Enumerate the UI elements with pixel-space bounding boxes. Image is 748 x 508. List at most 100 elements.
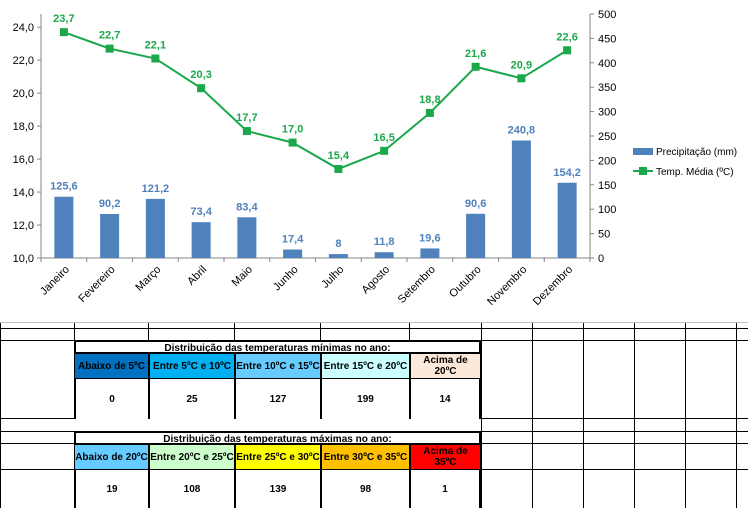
- legend-temp-label: Temp. Média (ºC): [656, 167, 734, 178]
- grid-col-line: [685, 323, 686, 508]
- temp-line: [63, 31, 568, 171]
- x-axis-category-label: Setembro: [396, 264, 438, 306]
- legend-precip-label: Precipitação (mm): [656, 147, 737, 158]
- x-axis-category-label: Julho: [319, 264, 346, 291]
- max-val-5: 1: [410, 470, 481, 508]
- temp-point-label: 15,4: [328, 150, 350, 162]
- temp-point: [517, 74, 526, 83]
- min-table-title: Distribuição das temperaturas mínimas no…: [74, 340, 481, 354]
- min-cat-1: Abaixo de 5ºC: [74, 353, 149, 379]
- left-axis-tick-label: 20,0: [13, 88, 34, 100]
- grid-col-line: [481, 323, 482, 508]
- temp-point: [59, 28, 68, 37]
- max-val-4: 98: [321, 470, 410, 508]
- x-axis-category-label: Dezembro: [531, 264, 575, 308]
- grid-col-line: [409, 323, 410, 340]
- max-val-1: 19: [74, 470, 149, 508]
- temp-point: [471, 62, 480, 71]
- min-val-1: 0: [74, 379, 149, 419]
- precip-bar: [374, 252, 394, 258]
- x-axis-category-label: Outubro: [447, 264, 484, 301]
- temp-point: [288, 138, 297, 147]
- max-temp-table: Distribuição das temperaturas máximas no…: [74, 431, 481, 508]
- precip-bar: [100, 213, 120, 258]
- max-val-2: 108: [149, 470, 235, 508]
- precip-bar-label: 83,4: [236, 201, 258, 213]
- right-axis-tick-label: 250: [598, 131, 616, 143]
- climate-chart: 10,0 12,0 14,0 16,0 18,0 20,0 22,0 24,0 0 50 100 15…: [0, 9, 748, 323]
- temp-point-label: 16,5: [373, 132, 394, 144]
- x-axis-category-label: Março: [133, 264, 163, 294]
- x-axis-category-label: Janeiro: [38, 264, 72, 298]
- max-table-title: Distribuição das temperaturas máximas no…: [74, 431, 481, 445]
- grid-col-line: [583, 323, 584, 508]
- right-axis-tick-label: 150: [598, 180, 616, 192]
- grid-col-line: [532, 323, 533, 508]
- temp-point: [105, 44, 114, 53]
- max-cat-3: Entre 25ºC e 30ºC: [235, 444, 321, 470]
- precip-bar-label: 121,2: [142, 183, 170, 195]
- temp-point: [425, 108, 434, 117]
- temp-point: [151, 54, 160, 63]
- precip-bar-label: 73,4: [190, 206, 212, 218]
- precip-bar: [54, 196, 74, 258]
- precip-bar-label: 17,4: [282, 234, 304, 246]
- precip-bar: [145, 198, 165, 258]
- temp-point-label: 17,7: [236, 112, 257, 124]
- temp-point-label: 21,6: [465, 48, 486, 60]
- max-cat-5: Acima de 35ºC: [410, 444, 481, 470]
- precip-bar: [557, 182, 577, 258]
- precip-bar: [511, 140, 531, 258]
- right-axis-tick-label: 0: [598, 253, 604, 265]
- precip-bar: [466, 213, 486, 258]
- grid-row-line: [0, 328, 748, 329]
- precip-bar-label: 240,8: [508, 124, 536, 136]
- min-cat-2: Entre 5ºC e 10ºC: [149, 353, 235, 379]
- grid-col-line: [320, 323, 321, 340]
- x-axis-category-label: Fevereiro: [76, 264, 117, 305]
- right-axis-tick-label: 350: [598, 82, 616, 94]
- x-axis-category-label: Junho: [271, 264, 301, 294]
- max-val-3: 139: [235, 470, 321, 508]
- left-axis-tick-label: 14,0: [13, 187, 34, 199]
- x-axis-category-label: Abril: [185, 264, 209, 288]
- x-axis-category-label: Novembro: [485, 264, 529, 308]
- precip-bar: [237, 217, 257, 258]
- temp-point-label: 20,9: [511, 59, 532, 71]
- temp-point: [197, 84, 206, 93]
- spreadsheet-grid: Distribuição das temperaturas mínimas no…: [0, 323, 748, 508]
- grid-col-line: [736, 323, 737, 508]
- chart-svg: 10,0 12,0 14,0 16,0 18,0 20,0 22,0 24,0 0 50 100 15…: [13, 9, 738, 308]
- left-axis-tick-label: 10,0: [13, 253, 34, 265]
- right-axis-tick-label: 400: [598, 58, 616, 70]
- left-axis-tick-label: 22,0: [13, 55, 34, 67]
- min-val-4: 199: [321, 379, 410, 419]
- left-axis-tick-label: 16,0: [13, 154, 34, 166]
- legend-precip-swatch: [633, 148, 653, 155]
- grid-col-line: [74, 323, 75, 340]
- x-axis-category-label: Maio: [230, 264, 255, 289]
- precip-bar-label: 90,2: [99, 198, 120, 210]
- left-axis-tick-label: 18,0: [13, 121, 34, 133]
- temp-point: [563, 46, 572, 55]
- grid-col-line: [634, 323, 635, 508]
- precip-bar: [283, 249, 303, 258]
- left-axis-tick-label: 24,0: [13, 22, 34, 34]
- temp-point-label: 18,8: [419, 94, 440, 106]
- right-axis-tick-label: 100: [598, 204, 616, 216]
- x-axis-category-label: Agosto: [360, 264, 393, 297]
- right-axis-tick-label: 450: [598, 33, 616, 45]
- min-val-2: 25: [149, 379, 235, 419]
- min-val-5: 14: [410, 379, 481, 419]
- grid-col-line: [234, 323, 235, 340]
- min-cat-3: Entre 10ºC e 15ºC: [235, 353, 321, 379]
- temp-point: [380, 146, 389, 155]
- max-cat-4: Entre 30ºC e 35ºC: [321, 444, 410, 470]
- legend-temp-marker: [639, 167, 647, 175]
- min-val-3: 127: [235, 379, 321, 419]
- min-cat-4: Entre 15ºC e 20ºC: [321, 353, 410, 379]
- grid-col-line: [148, 323, 149, 340]
- precip-bar-label: 90,6: [465, 198, 486, 210]
- left-axis-tick-label: 12,0: [13, 220, 34, 232]
- temp-point-label: 22,6: [556, 31, 577, 43]
